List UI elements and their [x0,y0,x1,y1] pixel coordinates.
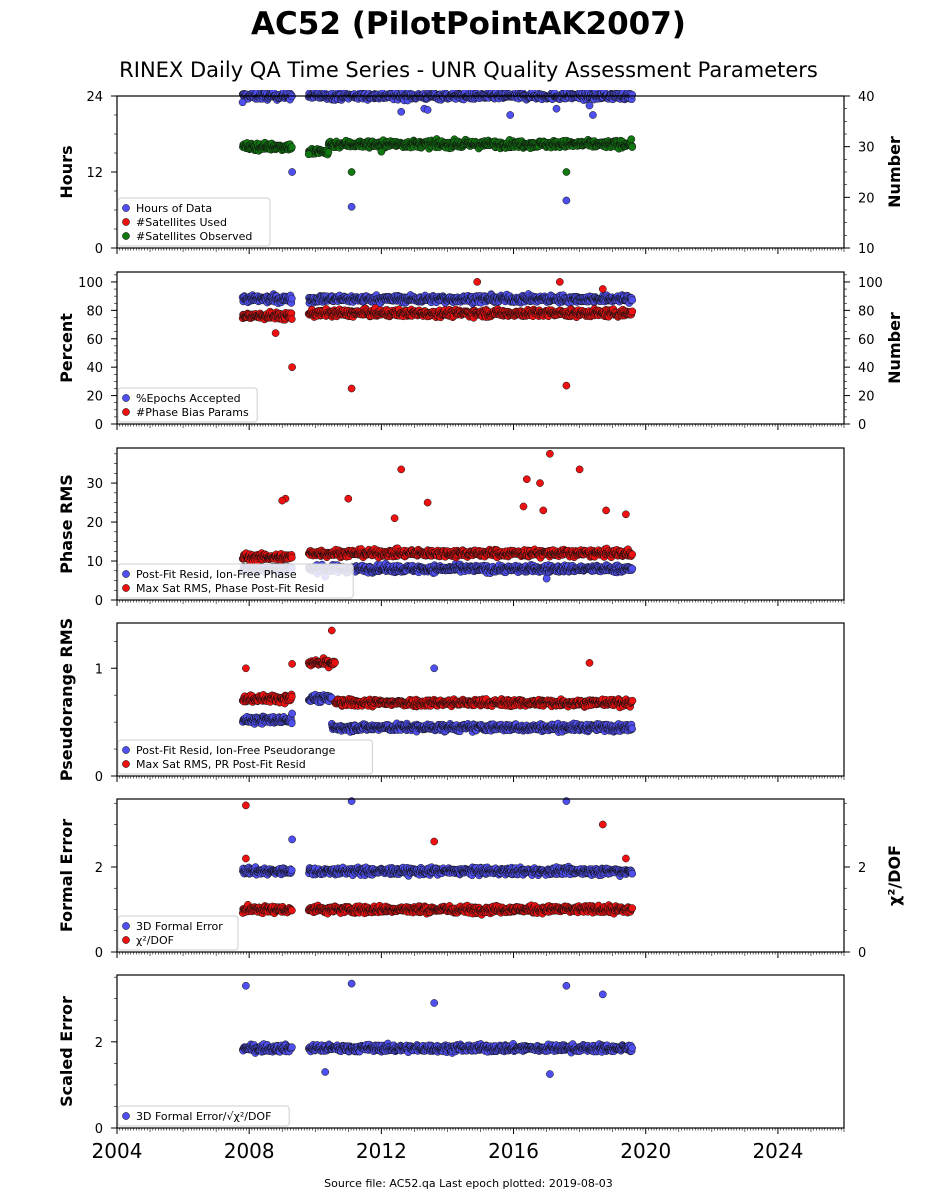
panel-1-legend-marker [122,204,130,212]
panel-2-ylabel: Percent [57,313,76,383]
panel-2-ylabel-right: Number [885,312,904,384]
panel-1-point [628,90,637,99]
panel-2-outlier-point [598,285,607,293]
panel-2-legend-marker [122,408,130,416]
panel-1-ylabel-right: Number [885,136,904,208]
panel-3-point [628,564,637,573]
panel-1-outlier-point [288,168,296,176]
panel-2-ytick-right-label: 40 [858,361,875,376]
panel-2-point [287,294,296,303]
panel-2-legend-label: #Phase Bias Params [136,406,249,419]
panel-1-outlier-point [552,104,561,113]
panel-2-ytick-label: 20 [86,390,103,405]
panel-1-outlier-point [304,150,313,159]
panel-1-outlier-point [238,98,247,107]
panel-2-ytick-right-label: 0 [858,418,866,433]
panel-1-ylabel: Hours [57,145,76,198]
panel-3-point [287,553,296,562]
panel-2-ytick-right-label: 20 [858,390,875,405]
panel-1-data [238,90,637,211]
panel-1-outlier-point [347,202,356,211]
panel-2-ytick-label: 60 [86,333,103,348]
panel-1-ytick-right-label: 20 [858,191,875,206]
panel-2-ytick-right-label: 100 [858,276,883,291]
panel-2-point [628,307,637,316]
panel-2-point [628,296,637,304]
panel-2-outlier-point [288,363,296,372]
panel-1-outlier-point [423,106,432,114]
panel-2-outlier-point [562,381,571,390]
panel-2-point [287,315,296,323]
panel-1-outlier-point [585,101,594,110]
panel-1-outlier-point [377,147,386,156]
panel-1-point [627,135,636,144]
panel-1-outlier-point [562,168,571,176]
panel-1-ytick-right-label: 10 [858,242,875,257]
panel-2-outlier-point [555,278,564,286]
panel-2-ytick-right-label: 60 [858,333,875,348]
panel-1-legend-marker [122,218,130,226]
chart-subtitle: RINEX Daily QA Time Series - UNR Quality… [119,58,818,82]
panel-3-data [238,449,637,583]
panel-1-outlier-point [506,111,515,119]
panel-1-outlier-point [347,168,356,176]
panel-2-outlier-point [347,384,356,393]
panel-1-ytick-right-label: 40 [858,90,875,105]
panel-2-data [238,278,637,393]
panel-1-point [628,143,637,151]
panel-1-ytick-label: 12 [86,166,103,181]
panel-1-legend-label: #Satellites Used [136,216,227,229]
panel-1-point [287,143,296,151]
panel-1-legend-label: #Satellites Observed [136,230,252,243]
panel-1-outlier-point [397,107,406,116]
panel-1-legend-marker [122,232,130,240]
panel-1-legend-label: Hours of Data [136,202,212,215]
panel-2-ytick-label: 0 [95,418,103,433]
panel-1-ytick-label: 0 [95,242,103,257]
panel-1-legend [117,197,271,247]
chart-title: AC52 (PilotPointAK2007) [251,6,686,42]
panel-1-ytick-label: 24 [86,90,103,105]
panel-1-outlier-point [589,111,597,119]
panel-3-outlier-point [542,574,551,583]
panel-2-ytick-label: 100 [78,276,103,291]
panel-2-ytick-label: 40 [86,361,103,376]
panel-2-legend-marker [122,394,130,402]
panel-2-outlier-point [271,329,280,337]
panel-1-ytick-right-label: 30 [858,141,875,156]
panel-1-outlier-point [562,196,571,205]
panel-2-ytick-right-label: 80 [858,304,875,319]
panel-2-legend-label: %Epochs Accepted [136,392,241,405]
panel-2-ytick-label: 80 [86,304,103,319]
panel-2-outlier-point [473,278,482,286]
